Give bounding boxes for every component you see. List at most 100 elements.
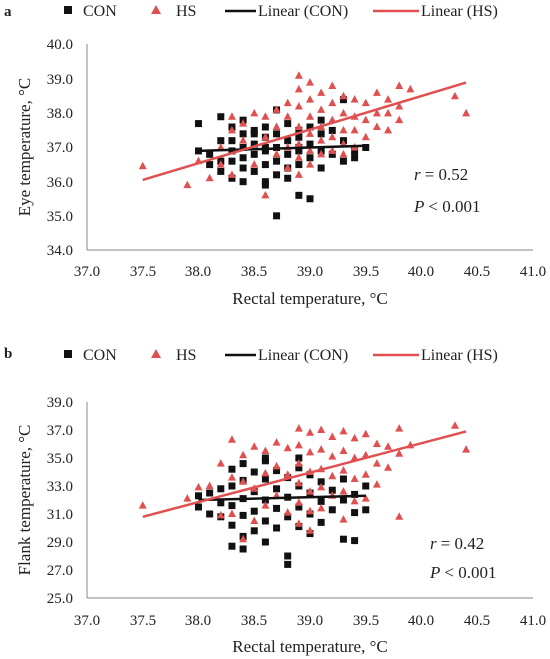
hs-point xyxy=(317,482,326,491)
con-point xyxy=(273,524,281,532)
hs-point xyxy=(306,428,314,436)
con-point xyxy=(217,499,225,507)
con-point xyxy=(239,154,247,162)
con-point xyxy=(339,475,347,483)
hs-point xyxy=(294,139,303,148)
con-point xyxy=(317,130,325,138)
legend-hs-label: HS xyxy=(176,3,196,20)
con-point xyxy=(273,212,281,220)
con-point xyxy=(362,506,370,514)
legend-b: CON HS Linear (CON) Linear (HS) xyxy=(64,347,498,364)
con-point xyxy=(239,545,247,553)
hs-point xyxy=(306,95,314,103)
hs-point xyxy=(384,442,393,450)
con-point xyxy=(295,191,303,199)
hs-point xyxy=(239,477,248,485)
hs-point xyxy=(283,443,292,452)
x-tick-label: 39.0 xyxy=(297,613,323,629)
con-point xyxy=(317,497,325,505)
con-point xyxy=(328,126,336,134)
hs-point xyxy=(306,447,314,456)
legend-a: CON HS Linear (CON) Linear (HS) xyxy=(64,3,498,20)
x-tick-label: 41.0 xyxy=(520,264,546,280)
con-point xyxy=(295,133,303,141)
con-point xyxy=(239,130,247,138)
hs-point xyxy=(339,466,348,474)
hs-point xyxy=(239,534,248,543)
stat-p-value: < 0.001 xyxy=(428,197,480,216)
y-tick-label: 29.0 xyxy=(47,535,73,551)
con-point xyxy=(250,130,258,138)
hs-point xyxy=(395,512,404,520)
hs-point xyxy=(239,136,248,144)
y-tick-label: 37.0 xyxy=(47,140,73,156)
con-point xyxy=(261,181,269,189)
hs-point xyxy=(227,170,236,178)
hs-point xyxy=(328,432,337,440)
con-point xyxy=(250,150,258,158)
hs-point xyxy=(272,461,281,470)
x-tick-label: 38.0 xyxy=(185,264,211,280)
hs-point xyxy=(317,149,326,158)
legend-con-marker xyxy=(64,6,72,14)
legend-con-marker xyxy=(64,350,72,358)
hs-point xyxy=(283,470,292,478)
hs-point xyxy=(361,132,370,141)
con-point xyxy=(261,123,269,131)
stats-a: r = 0.52 P < 0.001 xyxy=(413,165,480,216)
hs-point xyxy=(294,170,303,178)
hs-point xyxy=(328,132,337,141)
con-point xyxy=(284,150,292,158)
con-point xyxy=(217,485,225,493)
hs-point xyxy=(339,125,348,134)
hs-point xyxy=(138,501,147,509)
hs-point xyxy=(227,435,236,443)
x-tick-label: 40.0 xyxy=(408,613,434,629)
con-point xyxy=(273,171,281,179)
hs-point xyxy=(294,478,303,487)
legend-hs-marker xyxy=(151,5,161,14)
con-point xyxy=(317,116,325,124)
con-point xyxy=(273,504,281,512)
stat-p-value: < 0.001 xyxy=(444,563,496,582)
stat-r-symbol: r xyxy=(414,165,421,184)
trendline-hs xyxy=(142,430,467,519)
hs-point xyxy=(283,163,292,171)
con-point xyxy=(239,144,247,151)
hs-point xyxy=(384,95,393,103)
con-point xyxy=(250,167,258,175)
x-tick-label: 37.5 xyxy=(130,264,156,280)
hs-point xyxy=(339,91,348,100)
legend-linear-hs-label: Linear (HS) xyxy=(421,347,498,364)
stat-p-symbol: P xyxy=(413,197,424,216)
x-tick-label: 40.5 xyxy=(464,264,490,280)
stat-r-b: r = 0.42 xyxy=(430,534,484,553)
hs-point xyxy=(306,146,314,154)
chart-panel-b: b CON HS Linear (CON) Linear (HS) 25.0 2… xyxy=(4,346,546,656)
legend-linear-con-label: Linear (CON) xyxy=(258,3,348,20)
hs-point xyxy=(239,450,248,459)
hs-point xyxy=(395,115,404,124)
con-point xyxy=(261,454,269,462)
legend-hs-marker xyxy=(151,349,161,358)
hs-point xyxy=(294,71,303,79)
con-point xyxy=(250,140,258,148)
con-point xyxy=(239,178,247,186)
hs-point xyxy=(317,445,326,453)
y-ticks-a: 34.0 35.0 36.0 37.0 38.0 39.0 40.0 xyxy=(47,37,73,259)
y-axis-label-b: Flank temperature, °C xyxy=(15,425,34,576)
con-point xyxy=(250,507,258,515)
hs-point xyxy=(205,481,214,489)
hs-point xyxy=(395,81,404,89)
hs-point xyxy=(294,84,303,93)
x-axis-label-b: Rectal temperature, °C xyxy=(232,637,387,656)
con-point xyxy=(273,467,281,475)
hs-point xyxy=(227,112,236,120)
con-point xyxy=(217,137,225,145)
trendline-con xyxy=(198,144,366,153)
hs-point xyxy=(294,153,303,161)
hs-point xyxy=(361,115,370,124)
hs-point xyxy=(261,501,270,509)
hs-point xyxy=(317,425,326,433)
hs-point xyxy=(294,424,303,432)
